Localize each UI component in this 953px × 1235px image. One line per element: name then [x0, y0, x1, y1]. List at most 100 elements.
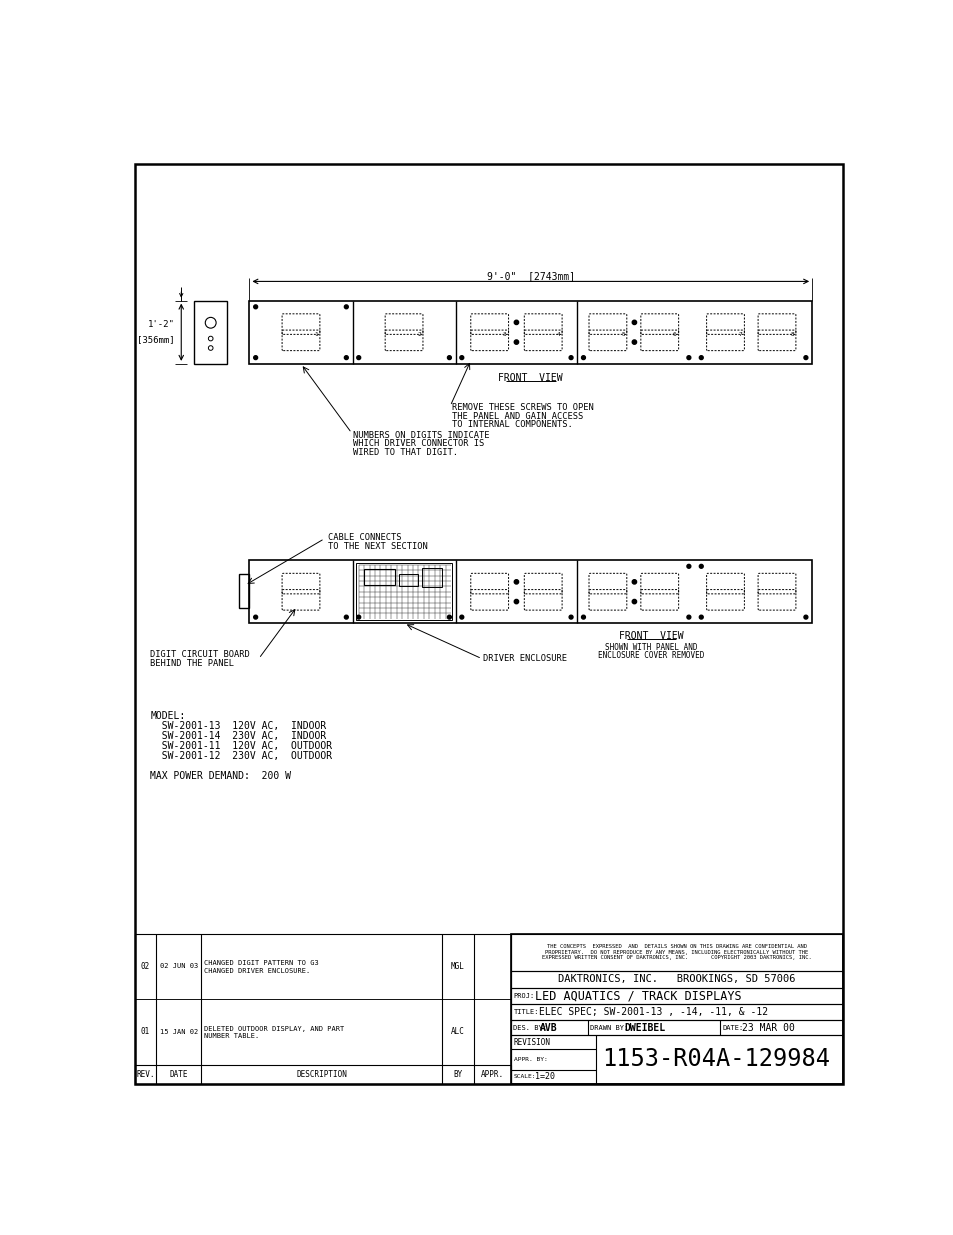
- Text: SHOWN WITH PANEL AND: SHOWN WITH PANEL AND: [605, 642, 698, 652]
- Text: 01: 01: [141, 1028, 150, 1036]
- Bar: [398, 574, 418, 585]
- Text: CHANGED DRIVER ENCLOSURE.: CHANGED DRIVER ENCLOSURE.: [204, 968, 311, 974]
- Circle shape: [686, 564, 690, 568]
- Bar: [422, 568, 441, 587]
- Circle shape: [632, 320, 636, 325]
- Circle shape: [344, 356, 348, 359]
- Bar: [249, 561, 811, 624]
- Text: MAX POWER DEMAND:  200 W: MAX POWER DEMAND: 200 W: [150, 771, 291, 781]
- Circle shape: [459, 356, 463, 359]
- Circle shape: [581, 615, 585, 619]
- Text: ENCLOSURE COVER REMOVED: ENCLOSURE COVER REMOVED: [598, 651, 704, 661]
- Text: 1153-R04A-129984: 1153-R04A-129984: [601, 1047, 829, 1072]
- Bar: [134, 999, 510, 1065]
- Circle shape: [253, 305, 257, 309]
- Circle shape: [803, 356, 807, 359]
- Text: 1=20: 1=20: [535, 1072, 555, 1081]
- Bar: [364, 569, 395, 585]
- Text: LED AQUATICS / TRACK DISPLAYS: LED AQUATICS / TRACK DISPLAYS: [535, 989, 741, 1003]
- Text: SW-2001-11  120V AC,  OUTDOOR: SW-2001-11 120V AC, OUTDOOR: [150, 741, 332, 751]
- Bar: [510, 988, 842, 1004]
- Text: 23 MAR 00: 23 MAR 00: [740, 1023, 794, 1032]
- Circle shape: [686, 615, 690, 619]
- Circle shape: [569, 615, 573, 619]
- Text: 1: 1: [314, 332, 317, 337]
- Text: DAKTRONICS, INC.   BROOKINGS, SD 57006: DAKTRONICS, INC. BROOKINGS, SD 57006: [558, 974, 795, 984]
- Bar: [134, 1065, 510, 1084]
- Circle shape: [699, 615, 702, 619]
- Circle shape: [356, 356, 360, 359]
- Text: DRIVER ENCLOSURE: DRIVER ENCLOSURE: [483, 655, 567, 663]
- Circle shape: [686, 356, 690, 359]
- Text: DES. BY:: DES. BY:: [513, 1025, 546, 1030]
- Text: REV.: REV.: [136, 1070, 154, 1078]
- Text: 02 JUN 03: 02 JUN 03: [160, 963, 198, 969]
- Text: CHANGED DIGIT PATTERN TO G3: CHANGED DIGIT PATTERN TO G3: [204, 961, 319, 966]
- Text: 02: 02: [141, 962, 150, 971]
- Circle shape: [581, 356, 585, 359]
- Text: 9'-0"  [2743mm]: 9'-0" [2743mm]: [486, 270, 575, 282]
- Text: NUMBERS ON DIGITS INDICATE: NUMBERS ON DIGITS INDICATE: [353, 431, 489, 440]
- Circle shape: [569, 356, 573, 359]
- Circle shape: [699, 356, 702, 359]
- Text: DATE: DATE: [170, 1070, 188, 1078]
- Circle shape: [699, 564, 702, 568]
- Text: ALC: ALC: [451, 1028, 464, 1036]
- Text: DWEIBEL: DWEIBEL: [624, 1023, 665, 1032]
- Text: DESCRIPTION: DESCRIPTION: [295, 1070, 347, 1078]
- Text: 1'-2": 1'-2": [148, 320, 174, 330]
- Bar: [510, 1020, 842, 1035]
- Bar: [249, 300, 811, 364]
- Text: CABLE CONNECTS: CABLE CONNECTS: [328, 532, 401, 542]
- Circle shape: [344, 615, 348, 619]
- Text: DELETED OUTDOOR DISPLAY, AND PART: DELETED OUTDOOR DISPLAY, AND PART: [204, 1026, 344, 1031]
- Text: SW-2001-12  230V AC,  OUTDOOR: SW-2001-12 230V AC, OUTDOOR: [150, 751, 332, 761]
- Text: MODEL:: MODEL:: [150, 710, 185, 721]
- Circle shape: [803, 615, 807, 619]
- Text: [356mm]: [356mm]: [137, 336, 174, 345]
- Bar: [134, 934, 510, 999]
- Text: APPR. BY:: APPR. BY:: [513, 1057, 547, 1062]
- Text: FRONT  VIEW: FRONT VIEW: [497, 373, 562, 383]
- Circle shape: [344, 305, 348, 309]
- Text: TO INTERNAL COMPONENTS.: TO INTERNAL COMPONENTS.: [452, 420, 572, 429]
- Text: TITLE:: TITLE:: [513, 1009, 538, 1015]
- Text: 15 JAN 02: 15 JAN 02: [160, 1029, 198, 1035]
- Text: 6: 6: [672, 332, 676, 337]
- Text: TO THE NEXT SECTION: TO THE NEXT SECTION: [328, 542, 427, 551]
- Text: WIRED TO THAT DIGIT.: WIRED TO THAT DIGIT.: [353, 448, 457, 457]
- Circle shape: [632, 579, 636, 584]
- Text: REMOVE THESE SCREWS TO OPEN: REMOVE THESE SCREWS TO OPEN: [452, 403, 593, 412]
- Text: FRONT  VIEW: FRONT VIEW: [618, 631, 683, 641]
- Circle shape: [253, 356, 257, 359]
- Text: DATE:: DATE:: [721, 1025, 742, 1030]
- Text: SW-2001-13  120V AC,  INDOOR: SW-2001-13 120V AC, INDOOR: [150, 721, 326, 731]
- Text: THE CONCEPTS  EXPRESSED  AND  DETAILS SHOWN ON THIS DRAWING ARE CONFIDENTIAL AND: THE CONCEPTS EXPRESSED AND DETAILS SHOWN…: [541, 944, 811, 961]
- Circle shape: [514, 579, 518, 584]
- Circle shape: [447, 356, 451, 359]
- Text: SCALE:: SCALE:: [513, 1073, 536, 1078]
- Text: DIGIT CIRCUIT BOARD: DIGIT CIRCUIT BOARD: [150, 650, 250, 658]
- Text: THE PANEL AND GAIN ACCESS: THE PANEL AND GAIN ACCESS: [452, 411, 582, 421]
- Text: MGL: MGL: [451, 962, 464, 971]
- Text: 2: 2: [416, 332, 420, 337]
- Text: PROJ:: PROJ:: [513, 993, 535, 999]
- Circle shape: [514, 599, 518, 604]
- Circle shape: [632, 599, 636, 604]
- Text: BEHIND THE PANEL: BEHIND THE PANEL: [150, 658, 234, 668]
- Text: 3: 3: [502, 332, 506, 337]
- Text: ELEC SPEC; SW-2001-13 , -14, -11, & -12: ELEC SPEC; SW-2001-13 , -14, -11, & -12: [537, 1007, 767, 1018]
- Text: NUMBER TABLE.: NUMBER TABLE.: [204, 1034, 259, 1040]
- Text: AVB: AVB: [539, 1023, 558, 1032]
- Bar: [510, 971, 842, 988]
- Circle shape: [253, 615, 257, 619]
- Text: 4: 4: [556, 332, 559, 337]
- Text: APPR.: APPR.: [480, 1070, 503, 1078]
- Text: WHICH DRIVER CONNECTOR IS: WHICH DRIVER CONNECTOR IS: [353, 440, 484, 448]
- Circle shape: [632, 340, 636, 345]
- Bar: [510, 934, 842, 971]
- Text: SW-2001-14  230V AC,  INDOOR: SW-2001-14 230V AC, INDOOR: [150, 731, 326, 741]
- Text: REVISION: REVISION: [513, 1039, 550, 1047]
- Circle shape: [514, 340, 518, 345]
- Text: 7: 7: [738, 332, 741, 337]
